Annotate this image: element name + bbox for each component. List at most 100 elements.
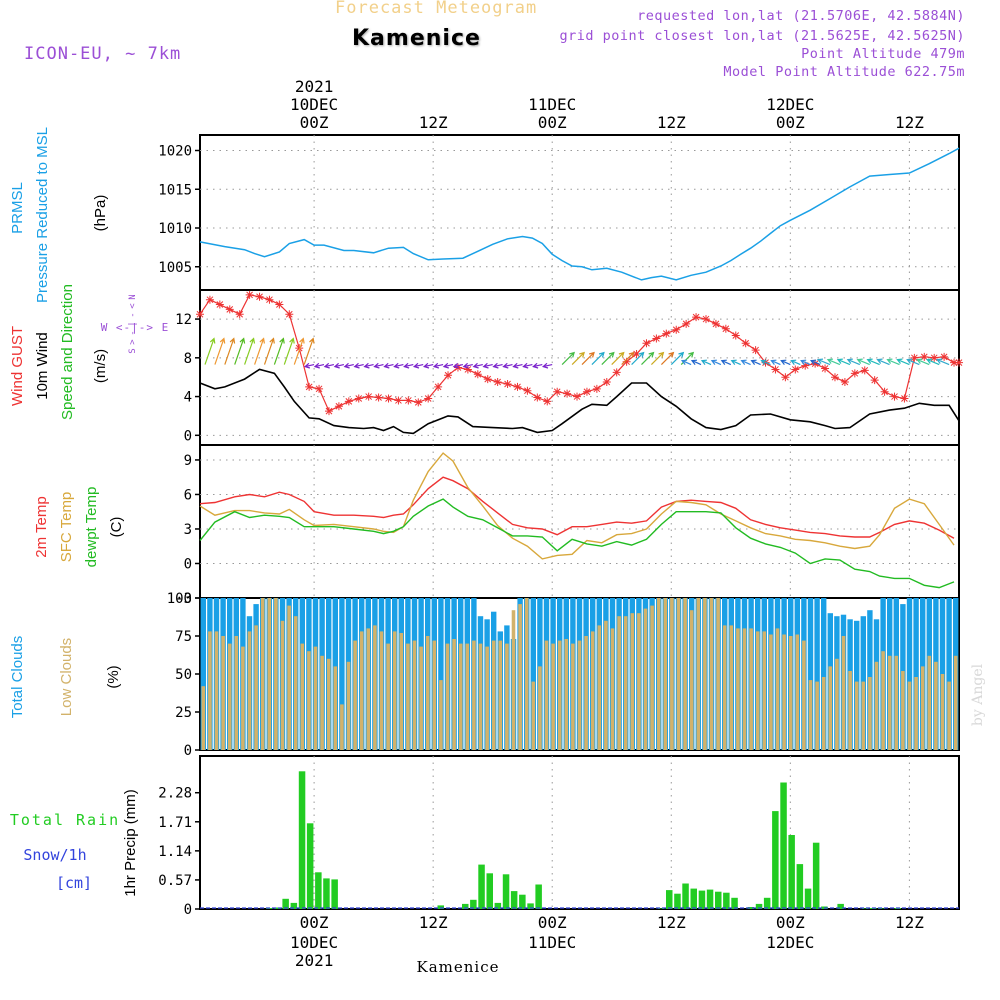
rain-bar: [755, 903, 763, 909]
wind-direction-arrow: [800, 359, 811, 366]
low-cloud-bar: [920, 666, 925, 750]
rain-bar: [674, 893, 681, 909]
gust-marker: [582, 387, 591, 396]
gust-marker: [196, 310, 204, 319]
wind-direction-arrow: [393, 362, 404, 369]
low-cloud-bar: [934, 661, 938, 750]
gust-marker: [692, 313, 701, 322]
gust-marker: [662, 329, 671, 338]
low-cloud-bar: [293, 616, 298, 750]
clouds-ytick-label: 0: [184, 743, 192, 759]
bottom-hour-label: 12Z: [895, 913, 924, 932]
wind-ytick-label: 0: [184, 428, 192, 444]
gust-marker: [463, 365, 472, 374]
gust-marker: [573, 392, 582, 401]
low-cloud-bar: [280, 620, 285, 750]
rain-bar: [510, 891, 518, 909]
gust-marker: [900, 394, 909, 403]
gust-marker: [265, 295, 274, 304]
gust-marker: [503, 379, 512, 388]
bottom-hour-label: 00Z: [300, 913, 329, 932]
model-altitude: Model Point Altitude 622.75m: [723, 64, 965, 80]
low-cloud-bar: [656, 598, 661, 750]
temp-series-line-2: [199, 498, 955, 589]
temp-ylabel-dewpt: dewpt Temp: [83, 487, 100, 568]
gust-marker: [513, 382, 522, 391]
wind-direction-arrow: [591, 351, 605, 366]
wind-direction-arrow: [660, 351, 675, 366]
gust-marker: [334, 402, 343, 411]
gust-marker: [850, 369, 859, 378]
wind-direction-arrow: [611, 351, 625, 366]
wind-ylabel-units: (m/s): [92, 349, 109, 383]
low-cloud-bar: [478, 643, 483, 750]
low-cloud-bar: [340, 704, 344, 750]
gust-marker: [394, 396, 403, 405]
location-title: Kamenice: [352, 26, 481, 51]
wind-direction-arrow: [621, 351, 635, 366]
rain-bar: [470, 899, 477, 909]
bottom-hour-label: 00Z: [538, 913, 567, 932]
gust-marker: [285, 310, 294, 319]
low-cloud-bar: [458, 643, 463, 750]
low-cloud-bar: [485, 646, 489, 750]
wind-direction-arrow: [935, 358, 950, 366]
low-cloud-bar: [274, 598, 278, 750]
low-cloud-bar: [676, 598, 681, 750]
temp-ylabel-units: (C): [108, 517, 125, 538]
pressure-ytick-label: 1020: [158, 144, 192, 160]
model-label: ICON-EU, ~ 7km: [24, 44, 182, 64]
wind-direction-arrow: [333, 362, 345, 369]
gust-marker: [354, 394, 363, 403]
wind-direction-arrow: [809, 359, 821, 366]
wind-direction-arrow: [283, 337, 295, 365]
compass-west-east: W <-|-> E: [101, 321, 170, 334]
low-cloud-bar: [828, 666, 833, 750]
wind-direction-arrow: [641, 351, 655, 366]
wind-direction-arrow: [690, 359, 702, 366]
gust-marker: [672, 325, 681, 334]
wind-direction-arrow: [650, 351, 665, 366]
wind-direction-arrow: [204, 337, 216, 365]
meteogram-title: Forecast Meteogram: [335, 0, 538, 18]
wind-direction-arrow: [343, 362, 354, 369]
wind-ylabel-gust: Wind GUST: [9, 326, 26, 406]
rain-bar: [706, 889, 714, 909]
pressure-series-line: [199, 147, 960, 281]
wind-direction-arrow: [472, 362, 483, 369]
gust-marker: [652, 334, 661, 343]
low-cloud-bar: [241, 646, 245, 750]
top-hour-label: 00Z: [538, 113, 567, 132]
low-cloud-bar: [392, 631, 397, 750]
rain-bar: [723, 892, 730, 909]
low-cloud-bar: [689, 610, 694, 750]
low-cloud-bar: [366, 628, 371, 750]
low-cloud-bar: [848, 671, 852, 750]
low-cloud-bar: [531, 681, 536, 750]
low-cloud-bar: [610, 628, 615, 750]
low-cloud-bar: [650, 605, 654, 750]
low-cloud-bar: [907, 681, 912, 750]
compass-north-south-char: -: [128, 312, 138, 317]
low-cloud-bar: [630, 613, 635, 750]
wind-direction-arrow: [866, 358, 880, 366]
total-cloud-bar: [906, 598, 913, 750]
precip-ytick-label: 2.28: [158, 786, 192, 802]
pressure-ylabel-1: PRMSL: [9, 182, 26, 234]
total-cloud-bar: [200, 598, 206, 750]
low-cloud-bar: [716, 598, 720, 750]
wind-direction-arrow: [700, 359, 712, 366]
low-cloud-bar: [722, 625, 727, 750]
temperature-ytick-label: 9: [184, 453, 192, 469]
precip-ytick-label: 1.14: [158, 844, 192, 860]
gust-marker: [324, 407, 333, 416]
rain-bar: [837, 903, 844, 909]
top-hour-label: 12Z: [419, 113, 448, 132]
gust-marker: [860, 366, 869, 375]
cloud-ylabel-total: Total Clouds: [9, 636, 26, 719]
gust-marker: [632, 349, 641, 358]
gust-marker: [890, 392, 899, 401]
wind-direction-arrow: [224, 337, 236, 365]
wind-direction-arrow: [482, 362, 493, 369]
low-cloud-bar: [472, 640, 476, 750]
